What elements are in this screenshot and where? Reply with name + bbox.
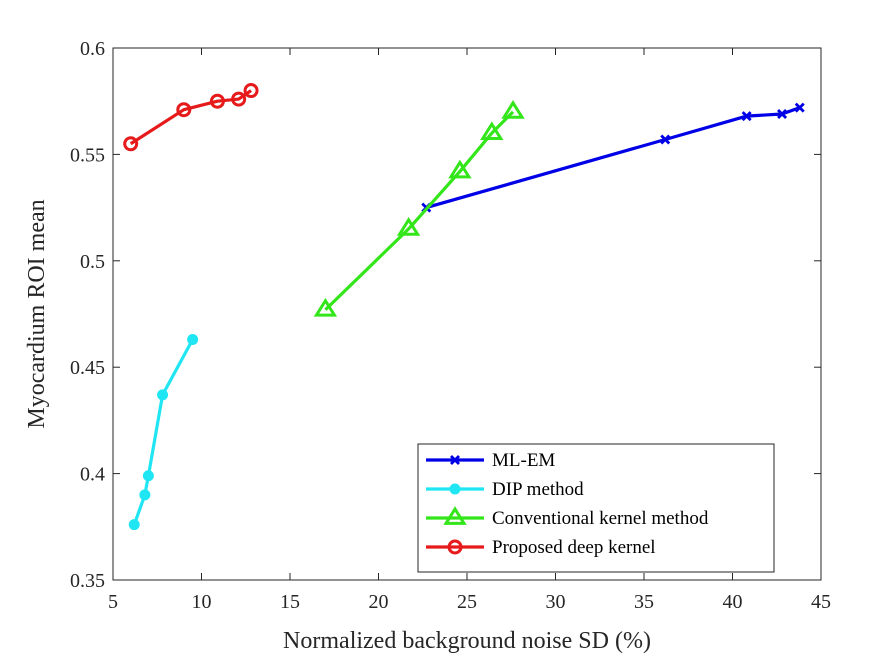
- y-tick-label: 0.5: [80, 251, 105, 273]
- y-tick-label: 0.35: [70, 570, 105, 592]
- data-point: [480, 121, 504, 141]
- data-point: [139, 489, 151, 501]
- data-point: [396, 217, 421, 236]
- x-tick-label: 30: [546, 591, 566, 613]
- data-point: [448, 159, 472, 179]
- x-tick-label: 5: [108, 591, 118, 613]
- y-tick-label: 0.4: [80, 464, 105, 486]
- legend-item: Proposed deep kernel: [426, 537, 656, 558]
- x-tick-label: 20: [369, 591, 389, 613]
- y-tick-label: 0.55: [70, 144, 105, 166]
- series-line: [324, 110, 515, 311]
- data-point: [157, 389, 169, 401]
- data-point: [777, 108, 788, 119]
- x-tick-label: 25: [457, 591, 477, 613]
- data-point: [231, 91, 247, 107]
- data-point: [741, 111, 752, 122]
- data-point: [123, 136, 139, 152]
- data-point: [128, 519, 140, 531]
- legend-item: DIP method: [426, 479, 584, 500]
- data-point: [243, 83, 259, 99]
- legend-label: ML-EM: [492, 450, 555, 471]
- data-point: [313, 297, 338, 317]
- legend-item: Conventional kernel method: [426, 506, 709, 529]
- y-axis-label: Myocardium ROI mean: [24, 199, 50, 428]
- plot-marks: [123, 83, 805, 531]
- legend-marker: [447, 539, 463, 555]
- legend-marker: [449, 483, 461, 495]
- x-tick-label: 15: [280, 591, 300, 613]
- series-1: [128, 334, 199, 531]
- legend-label: Proposed deep kernel: [492, 537, 656, 558]
- legend-item: ML-EM: [426, 450, 555, 471]
- series-2: [313, 100, 525, 317]
- y-tick-label: 0.6: [80, 38, 105, 60]
- legend-label: DIP method: [492, 479, 584, 500]
- series-3: [123, 83, 259, 152]
- x-tick-label: 35: [634, 591, 654, 613]
- x-tick-label: 10: [192, 591, 212, 613]
- data-point: [187, 334, 199, 346]
- data-point: [794, 102, 805, 113]
- data-point: [176, 102, 192, 118]
- data-point: [660, 134, 671, 145]
- x-tick-label: 40: [723, 591, 743, 613]
- axes: 5 10 15 20 25 30 35 40 45 0.35 0.4 0.45 0.5 0.55 0.6: [70, 38, 831, 613]
- x-tick-label: 45: [811, 591, 831, 613]
- x-axis-label: Normalized background noise SD (%): [283, 628, 651, 654]
- data-point: [209, 93, 225, 109]
- legend-marker: [450, 455, 460, 465]
- legend-box: [417, 443, 775, 573]
- data-point: [501, 100, 525, 119]
- legend: ML-EM DIP method Conventional kernel metho…: [417, 443, 775, 573]
- y-tick-label: 0.45: [70, 357, 105, 379]
- data-point: [142, 470, 154, 482]
- legend-marker: [443, 506, 467, 525]
- legend-label: Conventional kernel method: [492, 508, 709, 529]
